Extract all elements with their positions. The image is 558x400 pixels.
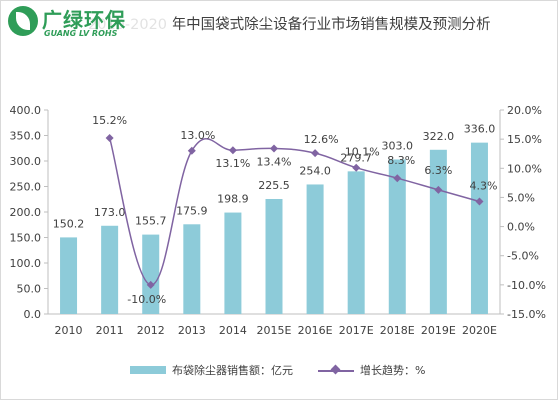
bar	[470, 142, 488, 314]
x-axis-tick-label: 2013	[178, 324, 206, 337]
growth-data-label: -10.0%	[127, 293, 166, 306]
logo-text: 广绿环保	[42, 8, 126, 32]
growth-series-line	[108, 137, 480, 286]
right-axis-tick-label: 0.0%	[507, 221, 535, 234]
left-axis-tick-label: 0.0	[24, 308, 42, 321]
bar-data-label: 336.0	[464, 123, 496, 136]
right-axis-tick-label: -10.0%	[507, 279, 546, 292]
bar	[142, 234, 160, 314]
bar	[224, 212, 242, 314]
growth-point-marker	[393, 174, 402, 183]
bar-data-label: 150.2	[53, 217, 85, 230]
x-axis-tick-label: 2017E	[339, 324, 374, 337]
bar	[388, 159, 406, 314]
bar-data-label: 303.0	[382, 139, 414, 152]
bar-data-label: 225.5	[258, 179, 290, 192]
growth-data-label: 13.1%	[215, 157, 250, 170]
right-axis-tick-label: -15.0%	[507, 308, 546, 321]
growth-point-marker	[475, 197, 484, 206]
right-axis-tick-label: 20.0%	[507, 104, 542, 117]
growth-data-label: 6.3%	[424, 164, 452, 177]
growth-point-marker	[187, 146, 196, 155]
bar	[101, 225, 119, 314]
logo-subtext: GUANG LV ROHS	[44, 29, 118, 38]
left-axis-tick-label: 300.0	[10, 155, 42, 168]
left-axis-tick-label: 50.0	[17, 283, 42, 296]
right-axis-tick-label: -5.0%	[507, 250, 539, 263]
legend-label-sales: 布袋除尘器销售额：亿元	[172, 364, 293, 377]
bar	[183, 224, 201, 314]
legend-label-growth: 增长趋势：%	[360, 364, 426, 377]
x-axis-tick-label: 2010	[55, 324, 83, 337]
x-axis-tick-label: 2019E	[421, 324, 456, 337]
bar-data-label: 198.9	[217, 193, 249, 206]
growth-point-marker	[105, 133, 114, 142]
company-logo: 广绿环保 GUANG LV ROHS	[8, 4, 173, 48]
chart-title: 2010-2020 年中国袋式除尘设备行业市场销售规模及预测分析	[88, 17, 491, 33]
growth-point-marker	[228, 146, 237, 155]
left-axis-tick-label: 350.0	[10, 130, 42, 143]
growth-point-marker	[434, 185, 443, 194]
x-axis-tick-label: 2020E	[462, 324, 497, 337]
bar-data-label: 279.7	[340, 151, 372, 164]
growth-data-label: 4.3%	[469, 180, 497, 193]
left-axis-tick-label: 150.0	[10, 232, 42, 245]
bar	[265, 198, 283, 314]
left-axis-tick-label: 200.0	[10, 206, 42, 219]
growth-data-label: 12.6%	[304, 133, 339, 146]
growth-data-label: 10.1%	[345, 146, 380, 159]
growth-point-marker	[270, 144, 278, 153]
bar	[306, 184, 324, 314]
growth-point-marker	[146, 280, 155, 289]
growth-data-label: 13.4%	[257, 155, 292, 168]
x-axis-tick-label: 2012	[137, 324, 165, 337]
growth-point-marker	[311, 149, 320, 158]
growth-data-label: 15.2%	[92, 114, 127, 127]
bar-data-label: 175.9	[176, 204, 208, 217]
x-axis-tick-label: 2016E	[298, 324, 333, 337]
right-axis-tick-label: 5.0%	[507, 191, 535, 204]
x-axis-tick-label: 2018E	[380, 324, 415, 337]
bar-data-label: 322.0	[423, 130, 455, 143]
x-axis-tick-label: 2011	[96, 324, 124, 337]
chart-legend: 布袋除尘器销售额：亿元 增长趋势：%	[0, 362, 558, 382]
bar-data-label: 155.7	[135, 215, 167, 228]
growth-point-marker	[352, 163, 361, 172]
leaf-icon	[8, 6, 38, 36]
right-axis-tick-label: 15.0%	[507, 133, 542, 146]
bar-data-label: 173.0	[94, 206, 126, 219]
left-axis-tick-label: 100.0	[10, 257, 42, 270]
growth-data-label: 8.3%	[387, 154, 415, 167]
left-axis-tick-label: 250.0	[10, 181, 42, 194]
right-axis-tick-label: 10.0%	[507, 162, 542, 175]
legend-marker-diamond	[330, 364, 341, 375]
left-axis-tick-label: 400.0	[10, 104, 42, 117]
bar	[347, 171, 365, 314]
bar-data-label: 254.0	[299, 164, 331, 177]
bar	[60, 237, 78, 314]
x-axis-tick-label: 2014	[219, 324, 247, 337]
growth-data-label: 13.0%	[180, 129, 215, 142]
x-axis-tick-label: 2015E	[257, 324, 292, 337]
legend-swatch-bar	[130, 366, 166, 374]
